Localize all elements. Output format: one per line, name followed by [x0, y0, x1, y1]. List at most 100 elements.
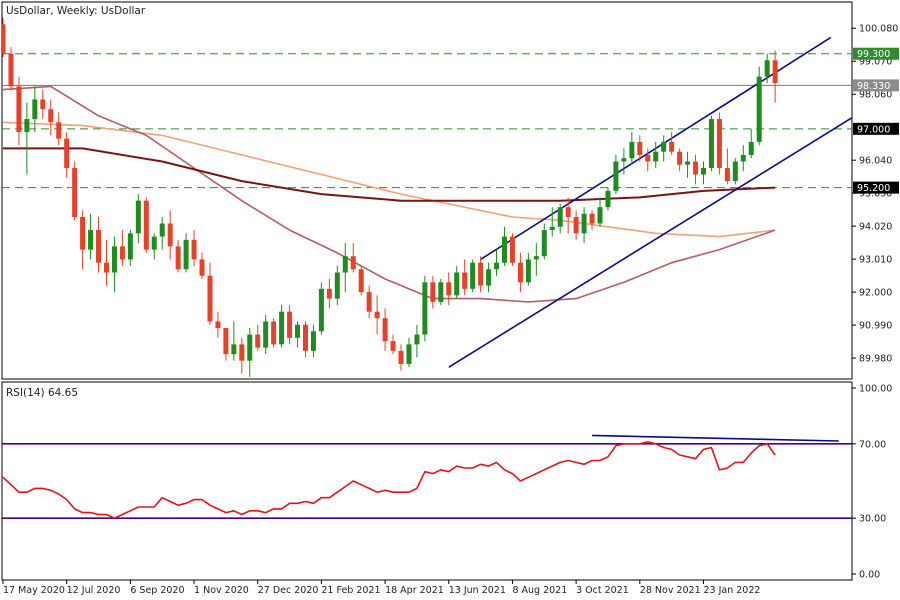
candle-body — [629, 141, 635, 159]
candle-body — [390, 341, 396, 351]
rsi-label: RSI(14) 64.65 — [6, 387, 78, 399]
candle-body — [279, 311, 285, 345]
rsi-plot-area — [2, 434, 852, 520]
candle-body — [231, 344, 237, 355]
candle-body — [541, 230, 547, 257]
candle-body — [374, 311, 380, 319]
y-tick-label: 99.070 — [859, 57, 892, 68]
y-tick-label: 93.010 — [859, 255, 892, 266]
candle-body — [494, 262, 500, 270]
x-tick-label: 28 Nov 2021 — [640, 585, 701, 596]
candle-body — [271, 321, 277, 345]
price-level-badge — [853, 181, 899, 194]
candle-body — [80, 216, 86, 250]
price-plot-area — [2, 17, 852, 377]
candle-body — [342, 256, 348, 273]
rsi-y-tick-label: 70.00 — [859, 439, 886, 450]
candle-body — [247, 334, 253, 361]
candle-body — [398, 350, 404, 364]
candle-body — [454, 272, 460, 296]
candle-body — [167, 223, 173, 247]
candle-body — [517, 262, 523, 283]
chart-title: UsDollar, Weekly: UsDollar — [6, 5, 146, 17]
y-tick-label: 94.020 — [859, 222, 892, 233]
candle-body — [422, 282, 428, 335]
price-level-label: 99.300 — [857, 49, 890, 60]
candle-body — [756, 76, 762, 142]
candle-body — [111, 246, 117, 273]
candle-body — [653, 151, 659, 162]
price-level-badge — [853, 122, 899, 135]
candle-body — [525, 259, 531, 283]
candle-body — [772, 60, 778, 84]
candle-body — [486, 269, 492, 286]
candle-body — [255, 334, 261, 348]
candle-body — [685, 161, 691, 165]
candle-body — [637, 141, 643, 155]
candle-body — [724, 168, 730, 182]
candle-body — [88, 230, 94, 250]
rsi-panel-frame — [1, 381, 853, 581]
candle-body — [310, 331, 316, 351]
candle-body — [677, 151, 683, 165]
channel-lower-line — [448, 116, 852, 368]
y-tick-label: 98.060 — [859, 90, 892, 101]
candle-body — [700, 168, 706, 175]
candle-body — [239, 344, 245, 361]
candle-body — [621, 158, 627, 162]
candle-body — [565, 207, 571, 217]
candle-body — [764, 60, 770, 77]
price-level-label: 95.200 — [857, 183, 890, 194]
candle-body — [151, 236, 157, 250]
candle-body — [613, 161, 619, 191]
candle-body — [143, 200, 149, 250]
candle-body — [414, 334, 420, 345]
candle-body — [549, 226, 555, 231]
candle-body — [605, 190, 611, 208]
candle-body — [350, 256, 356, 270]
ma-slow-line — [3, 147, 776, 202]
price-level-label: 98.330 — [857, 81, 890, 92]
candle-body — [366, 292, 372, 312]
x-tick-label: 23 Jan 2022 — [703, 585, 760, 596]
candle-body — [8, 53, 14, 87]
y-tick-label: 89.980 — [859, 354, 892, 365]
rsi-y-tick-label: 0.00 — [859, 570, 880, 581]
candle-body — [199, 259, 205, 276]
ma-fast-line — [2, 85, 776, 303]
candle-body — [716, 119, 722, 169]
x-tick-label: 21 Feb 2021 — [321, 585, 380, 596]
price-level-label: 97.000 — [857, 124, 890, 135]
candle-body — [56, 122, 62, 139]
candle-body — [135, 200, 141, 234]
candle-body — [119, 246, 125, 260]
candle-body — [509, 236, 515, 263]
x-tick-label: 18 Apr 2021 — [385, 585, 444, 596]
y-tick-label: 100.080 — [859, 24, 898, 35]
candle-body — [470, 262, 476, 289]
x-tick-label: 3 Oct 2021 — [576, 585, 629, 596]
candle-body — [358, 269, 364, 293]
candle-body — [295, 324, 301, 338]
candle-body — [382, 318, 388, 342]
candle-body — [16, 86, 22, 133]
candle-body — [127, 233, 133, 260]
candle-body — [40, 99, 46, 110]
candle-body — [287, 311, 293, 338]
x-tick-label: 1 Nov 2020 — [194, 585, 249, 596]
x-tick-label: 13 Jun 2021 — [449, 585, 506, 596]
candle-body — [732, 161, 738, 182]
candle-body — [557, 207, 563, 227]
candle-body — [263, 321, 269, 348]
candle-body — [318, 288, 324, 332]
candle-body — [223, 328, 229, 355]
candle-body — [501, 236, 507, 263]
candle-body — [24, 119, 30, 133]
candle-body — [96, 230, 102, 263]
candle-body — [159, 223, 165, 237]
x-tick-label: 6 Sep 2020 — [130, 585, 184, 596]
candle-body — [645, 154, 651, 162]
x-tick-label: 17 May 2020 — [3, 585, 65, 596]
candle-body — [191, 239, 197, 260]
